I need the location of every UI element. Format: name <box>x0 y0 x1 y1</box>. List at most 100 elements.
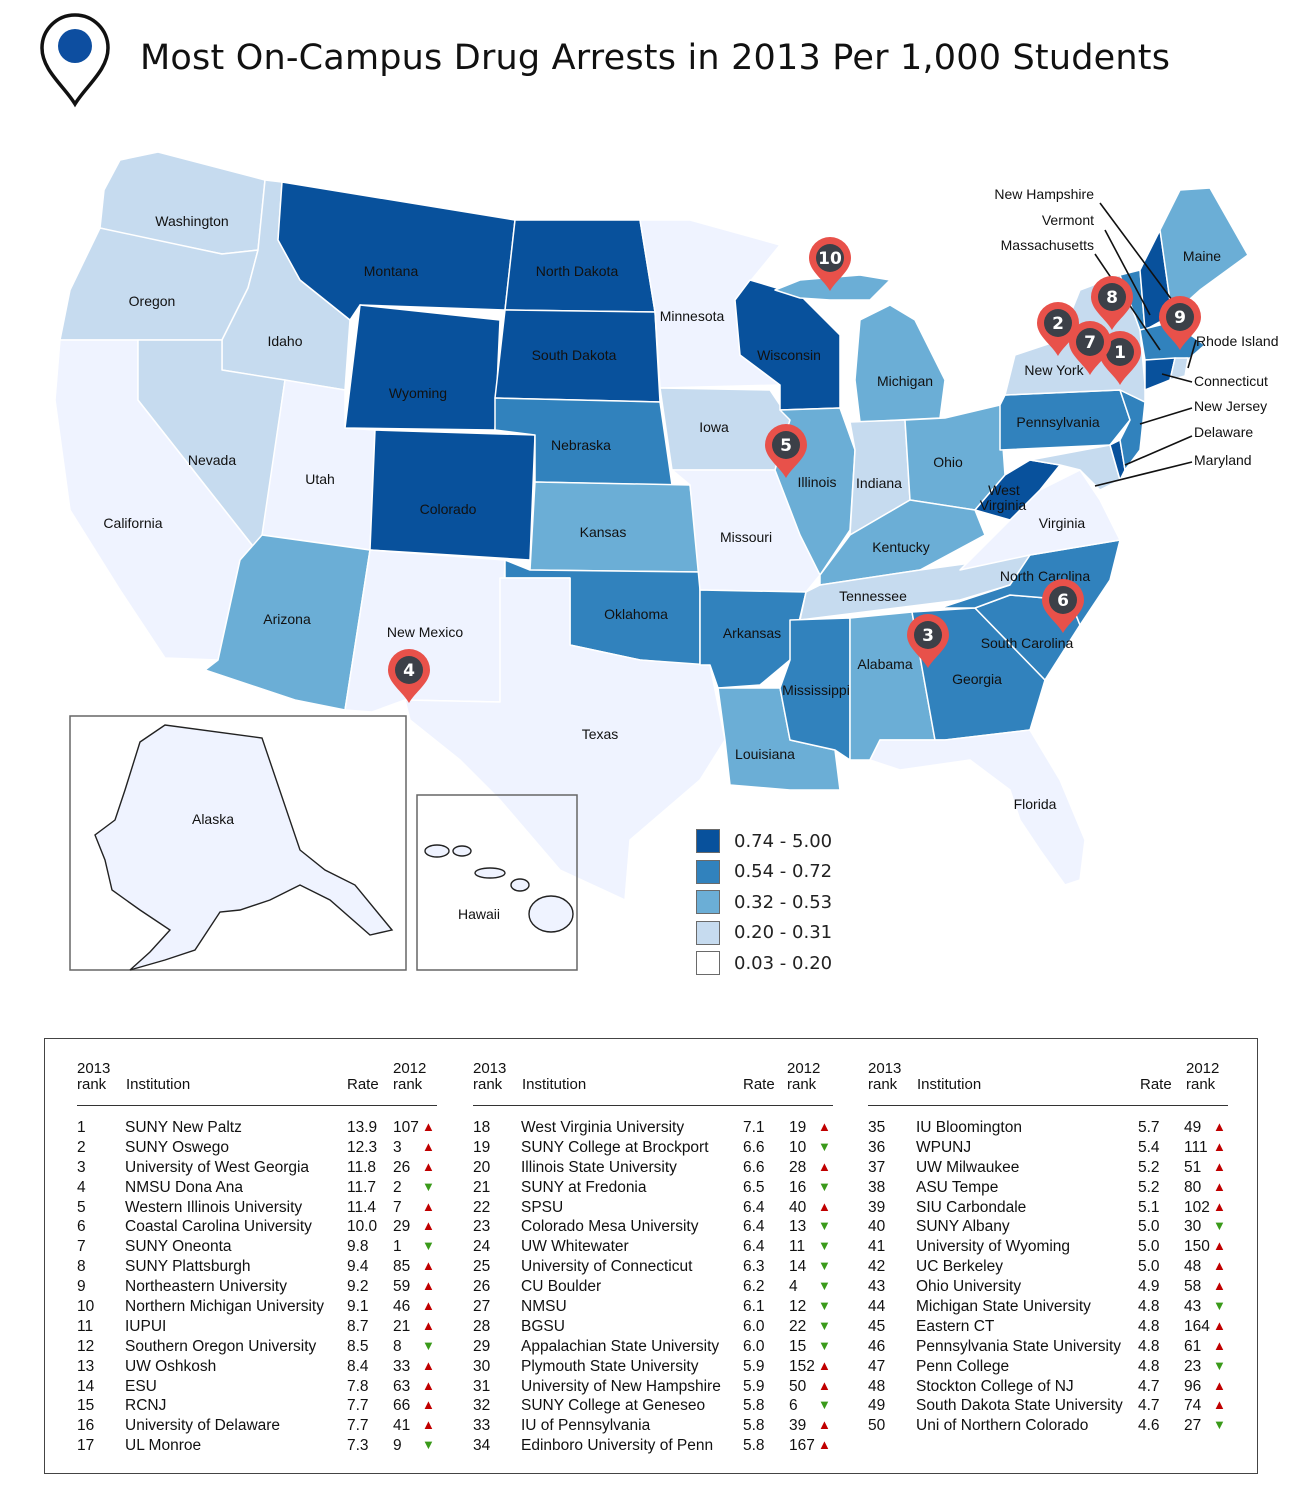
state-michigan <box>854 304 946 423</box>
prev-rank-cell: 33 <box>393 1357 411 1375</box>
institution-cell: West Virginia University <box>521 1119 685 1136</box>
rank-cell: 30 <box>473 1357 491 1375</box>
header-2013: 2013 <box>473 1060 507 1077</box>
table-row: 11 IUPUI 8.7 21 ▲ <box>77 1317 437 1337</box>
pin-badge <box>395 656 423 684</box>
rank-cell: 12 <box>77 1337 95 1355</box>
prev-rank-cell: 27 <box>1184 1417 1202 1435</box>
table-row: 41 University of Wyoming 5.0 150 ▲ <box>868 1237 1228 1257</box>
label-nevada: Nevada <box>188 452 236 468</box>
triangle-up-icon: ▲ <box>1213 1119 1226 1134</box>
prev-rank-cell: 152 <box>789 1357 815 1375</box>
rank-cell: 37 <box>868 1158 886 1176</box>
table-row: 37 UW Milwaukee 5.2 51 ▲ <box>868 1158 1228 1178</box>
rate-cell: 12.3 <box>347 1138 378 1156</box>
table-row: 22 SPSU 6.4 40 ▲ <box>473 1198 833 1218</box>
triangle-up-icon: ▲ <box>422 1278 435 1294</box>
label-south-dakota: South Dakota <box>532 347 617 363</box>
rank-cell: 15 <box>77 1397 95 1415</box>
rank-cell: 48 <box>868 1377 886 1395</box>
label-idaho: Idaho <box>267 333 302 349</box>
triangle-down-icon: ▼ <box>818 1258 831 1274</box>
rate-cell: 6.1 <box>743 1298 765 1316</box>
triangle-down-icon: ▼ <box>818 1218 831 1234</box>
table-row: 33 IU of Pennsylvania 5.8 39 ▲ <box>473 1416 833 1436</box>
prev-rank-cell: 96 <box>1184 1377 1202 1395</box>
rate-cell: 4.9 <box>1138 1278 1160 1296</box>
table-row: 1 SUNY New Paltz 13.9 107 ▲ <box>77 1118 437 1138</box>
institution-cell: Eastern CT <box>916 1317 995 1335</box>
rate-cell: 6.4 <box>743 1218 765 1236</box>
header-2013-rank: 2013 rank <box>473 1061 506 1093</box>
rate-cell: 6.6 <box>743 1158 765 1176</box>
prev-rank-cell: 102 <box>1184 1198 1210 1216</box>
rate-cell: 4.8 <box>1138 1317 1160 1335</box>
table-column-2: 2013 rank Institution Rate 2012 rank 18 Wes… <box>473 1059 833 1456</box>
header-2013-rank: 2013 rank <box>77 1061 110 1093</box>
label-maryland: Maryland <box>1194 452 1252 468</box>
label-oklahoma: Oklahoma <box>604 606 668 622</box>
rank-cell: 29 <box>473 1337 491 1355</box>
state-colorado <box>369 429 536 561</box>
prev-rank-cell: 8 <box>393 1337 402 1355</box>
table-row: 9 Northeastern University 9.2 59 ▲ <box>77 1277 437 1297</box>
triangle-down-icon: ▼ <box>1213 1218 1226 1234</box>
pin-badge <box>914 621 942 649</box>
leader-lines <box>1094 202 1197 487</box>
prev-rank-cell: 11 <box>789 1238 806 1256</box>
rate-cell: 7.7 <box>347 1397 369 1415</box>
header-2012-rank: 2012 rank <box>787 1061 820 1093</box>
pin-number: 1 <box>1114 343 1126 363</box>
table-row: 14 ESU 7.8 63 ▲ <box>77 1377 437 1397</box>
header-institution: Institution <box>917 1076 982 1093</box>
label-virginia: Virginia <box>1039 515 1086 531</box>
table-row: 32 SUNY College at Geneseo 5.8 6 ▼ <box>473 1396 833 1416</box>
label-montana: Montana <box>364 263 419 279</box>
rank-cell: 17 <box>77 1437 95 1455</box>
rate-cell: 6.0 <box>743 1317 765 1335</box>
prev-rank-cell: 30 <box>1184 1218 1202 1236</box>
table-row: 29 Appalachian State University 6.0 15 ▼ <box>473 1337 833 1357</box>
table-row: 44 Michigan State University 4.8 43 ▼ <box>868 1297 1228 1317</box>
institution-cell: Coastal Carolina University <box>125 1218 312 1236</box>
header-2012: 2012 <box>393 1060 427 1077</box>
rank-cell: 18 <box>473 1119 491 1136</box>
rank-cell: 34 <box>473 1437 491 1455</box>
institution-cell: Northern Michigan University <box>125 1298 324 1316</box>
state-florida <box>869 729 1086 886</box>
rate-cell: 5.4 <box>1138 1138 1160 1156</box>
rank-cell: 26 <box>473 1278 491 1296</box>
table-row: 25 University of Connecticut 6.3 14 ▼ <box>473 1257 833 1277</box>
table-row: 8 SUNY Plattsburgh 9.4 85 ▲ <box>77 1257 437 1277</box>
label-new-mexico: New Mexico <box>387 624 463 640</box>
prev-rank-cell: 59 <box>393 1278 411 1296</box>
rate-cell: 8.7 <box>347 1317 369 1335</box>
rank-cell: 38 <box>868 1178 886 1196</box>
rate-cell: 11.4 <box>347 1198 377 1216</box>
rank-cell: 46 <box>868 1337 886 1355</box>
state-wyoming <box>344 304 501 431</box>
institution-cell: Colorado Mesa University <box>521 1218 699 1236</box>
institution-cell: South Dakota State University <box>916 1397 1123 1415</box>
triangle-down-icon: ▼ <box>818 1238 831 1254</box>
institution-cell: SUNY College at Geneseo <box>521 1397 706 1415</box>
triangle-up-icon: ▲ <box>1213 1337 1226 1353</box>
header-rank: rank <box>787 1076 817 1093</box>
pin-number: 10 <box>818 249 842 269</box>
prev-rank-cell: 9 <box>393 1437 402 1455</box>
label-georgia: Georgia <box>952 671 1002 687</box>
institution-cell: UW Whitewater <box>521 1238 629 1256</box>
header-2012-rank: 2012 rank <box>1186 1061 1219 1093</box>
triangle-up-icon: ▲ <box>818 1198 831 1214</box>
label-minnesota: Minnesota <box>660 308 725 324</box>
table-row: 26 CU Boulder 6.2 4 ▼ <box>473 1277 833 1297</box>
triangle-up-icon: ▲ <box>818 1357 831 1373</box>
prev-rank-cell: 43 <box>1184 1298 1202 1316</box>
rate-cell: 5.8 <box>743 1437 765 1455</box>
pin-number: 2 <box>1052 314 1064 334</box>
prev-rank-cell: 111 <box>1184 1138 1208 1156</box>
triangle-down-icon: ▼ <box>818 1138 831 1154</box>
institution-cell: RCNJ <box>125 1397 167 1415</box>
prev-rank-cell: 13 <box>789 1218 807 1236</box>
rank-cell: 44 <box>868 1298 886 1316</box>
